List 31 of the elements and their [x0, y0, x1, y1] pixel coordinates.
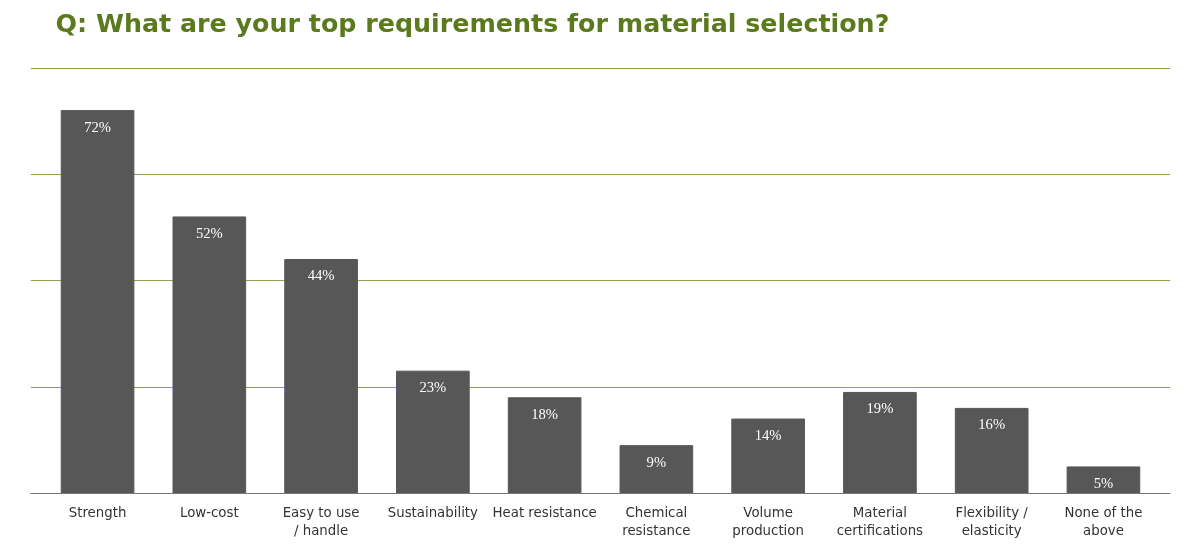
data-label: 16%	[978, 416, 1006, 433]
x-tick-label: Volume production	[732, 504, 804, 538]
x-tick-label: Material certifications	[836, 504, 924, 538]
bar	[1066, 466, 1141, 494]
data-label: 5%	[1093, 474, 1114, 491]
data-label: 14%	[754, 427, 782, 444]
data-label: 72%	[84, 118, 111, 135]
chart-title: Q: What are your top requirements for material selection?	[55, 7, 890, 38]
data-label: 9%	[646, 453, 667, 470]
x-tick-label: Flexibility / elasticity	[955, 504, 1029, 538]
bar	[731, 418, 805, 494]
bar	[954, 407, 1029, 494]
bar	[507, 397, 582, 494]
data-label: 44%	[307, 267, 335, 284]
x-tick-label: None of the above	[1064, 504, 1143, 538]
data-label: 19%	[866, 400, 894, 417]
data-label: 52%	[195, 224, 223, 241]
bar	[619, 445, 694, 494]
x-tick-label: Low-cost	[179, 504, 239, 520]
x-tick-label: Chemical resistance	[622, 504, 691, 538]
bar	[172, 216, 247, 494]
bar	[396, 370, 470, 494]
data-label: 23%	[419, 379, 447, 396]
bar	[284, 258, 358, 494]
x-tick-label: Strength	[68, 504, 127, 520]
x-tick-label: Heat resistance	[492, 504, 597, 520]
x-tick-label: Sustainability	[387, 504, 479, 520]
bar	[60, 110, 135, 494]
bar	[843, 391, 917, 494]
data-label: 18%	[531, 405, 559, 422]
x-tick-label: Easy to use / handle	[282, 504, 360, 538]
